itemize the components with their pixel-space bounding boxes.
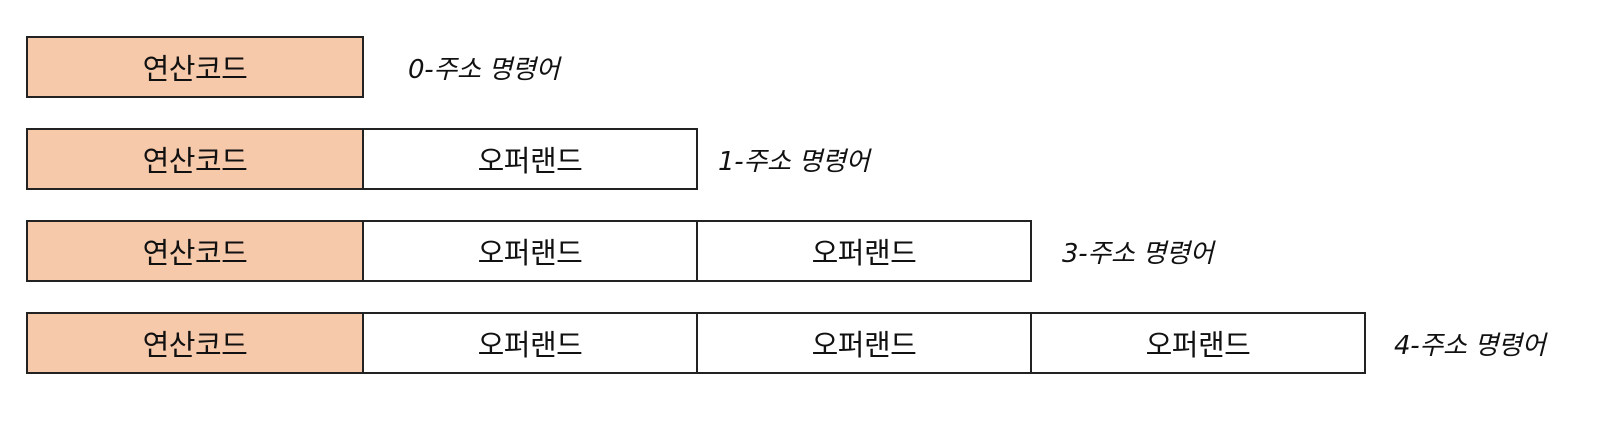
opcode-field: 연산코드 [28,130,362,188]
instruction-format-3-address: 연산코드 오퍼랜드 오퍼랜드 3-주소 명령어 [26,220,1214,282]
operand-field: 오퍼랜드 [362,222,696,280]
format-caption: 4-주소 명령어 [1394,330,1546,361]
format-caption: 1-주소 명령어 [718,146,870,177]
instruction-format-4-address: 연산코드 오퍼랜드 오퍼랜드 오퍼랜드 4-주소 명령어 [26,312,1546,374]
operand-field: 오퍼랜드 [362,130,696,188]
operand-field: 오퍼랜드 [362,314,696,372]
opcode-field: 연산코드 [28,38,362,96]
opcode-field: 연산코드 [28,222,362,280]
format-caption: 0-주소 명령어 [408,54,560,85]
instruction-fields: 연산코드 오퍼랜드 오퍼랜드 [26,220,1032,282]
instruction-format-0-address: 연산코드 0-주소 명령어 [26,36,560,98]
instruction-format-1-address: 연산코드 오퍼랜드 1-주소 명령어 [26,128,870,190]
instruction-fields: 연산코드 오퍼랜드 오퍼랜드 오퍼랜드 [26,312,1366,374]
operand-field: 오퍼랜드 [696,314,1030,372]
instruction-fields: 연산코드 오퍼랜드 [26,128,698,190]
operand-field: 오퍼랜드 [696,222,1030,280]
instruction-fields: 연산코드 [26,36,364,98]
opcode-field: 연산코드 [28,314,362,372]
format-caption: 3-주소 명령어 [1062,238,1214,269]
operand-field: 오퍼랜드 [1030,314,1364,372]
